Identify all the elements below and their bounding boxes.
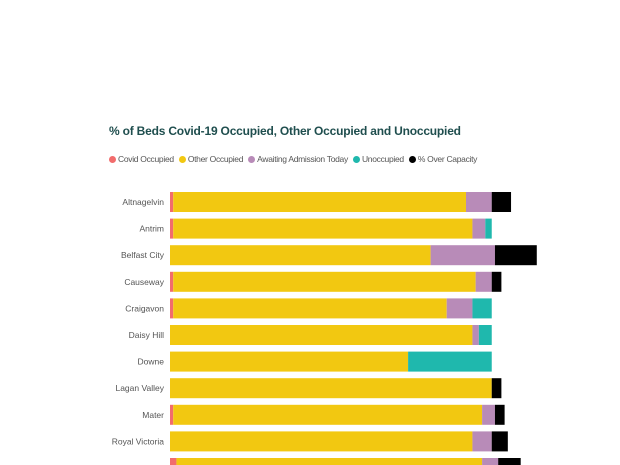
bar-segment[interactable] <box>170 245 431 266</box>
legend-item[interactable]: % Over Capacity <box>408 154 478 164</box>
bar-segment[interactable] <box>173 218 473 239</box>
chart-title: % of Beds Covid-19 Occupied, Other Occup… <box>109 124 461 138</box>
bar-segment[interactable] <box>170 378 492 399</box>
legend-swatch <box>178 155 186 163</box>
bar-segment[interactable] <box>170 192 174 212</box>
bar-segment[interactable] <box>173 271 476 292</box>
bar-segment[interactable] <box>173 192 466 212</box>
bar-segment[interactable] <box>466 192 492 212</box>
legend-swatch <box>352 155 360 163</box>
category-label: Royal Victoria <box>112 436 165 446</box>
legend-swatch <box>109 155 116 163</box>
bar-segment[interactable] <box>170 431 473 452</box>
category-label: Antrim <box>139 224 164 234</box>
category-label: Craigavon <box>125 303 164 313</box>
legend-swatch <box>408 155 416 163</box>
legend-item[interactable]: Covid Occupied <box>109 154 174 164</box>
bar-segment[interactable] <box>494 404 505 425</box>
bar-segment[interactable] <box>170 218 174 239</box>
category-label: Mater <box>142 410 164 420</box>
legend-item[interactable]: Other Occupied <box>178 154 244 164</box>
category-label: Lagan Valley <box>115 383 164 393</box>
legend-swatch <box>248 155 256 163</box>
bar-segment[interactable] <box>173 404 483 425</box>
bar-segment[interactable] <box>482 404 495 425</box>
bar-segment[interactable] <box>491 378 502 399</box>
bar-segment[interactable] <box>498 458 521 465</box>
category-label: Altnagelvin <box>122 197 164 207</box>
bar-segment[interactable] <box>478 325 492 345</box>
bar-segment[interactable] <box>170 271 174 292</box>
bar-segment[interactable] <box>485 218 492 239</box>
bar-segment[interactable] <box>170 351 409 372</box>
bar-segment[interactable] <box>176 458 483 465</box>
legend-item[interactable]: Awaiting Admission Today <box>248 154 348 164</box>
bar-segment[interactable] <box>472 431 492 452</box>
category-label: SWA <box>145 463 164 465</box>
legend-label: Unoccupied <box>361 154 404 164</box>
bar-segment[interactable] <box>475 271 492 292</box>
bar-segment[interactable] <box>173 298 447 319</box>
bar-segment[interactable] <box>472 325 479 345</box>
bar-segment[interactable] <box>472 298 492 319</box>
bar-segment[interactable] <box>446 298 473 319</box>
legend-item[interactable]: Unoccupied <box>352 154 404 164</box>
bar-segment[interactable] <box>491 192 512 212</box>
bar-segment[interactable] <box>491 271 502 292</box>
legend-label: Awaiting Admission Today <box>257 154 348 164</box>
legend-label: % Over Capacity <box>417 154 478 164</box>
bar-segment[interactable] <box>170 325 473 345</box>
bar-segment[interactable] <box>430 245 495 266</box>
category-label: Belfast City <box>121 250 165 260</box>
bar-segment[interactable] <box>170 298 174 319</box>
category-label: Daisy Hill <box>129 330 165 340</box>
bar-segment[interactable] <box>170 458 177 465</box>
bar-segment[interactable] <box>494 245 537 266</box>
bar-segment[interactable] <box>170 404 174 425</box>
bar-segment[interactable] <box>408 351 492 372</box>
legend-label: Other Occupied <box>187 154 244 164</box>
category-label: Downe <box>138 357 165 367</box>
legend-label: Covid Occupied <box>118 154 174 164</box>
bar-segment[interactable] <box>482 458 499 465</box>
category-label: Causeway <box>124 277 164 287</box>
bar-segment[interactable] <box>472 218 486 239</box>
bar-segment[interactable] <box>491 431 508 452</box>
chart-legend[interactable]: Covid Occupied Other Occupied Awaiting Adm… <box>109 154 482 164</box>
